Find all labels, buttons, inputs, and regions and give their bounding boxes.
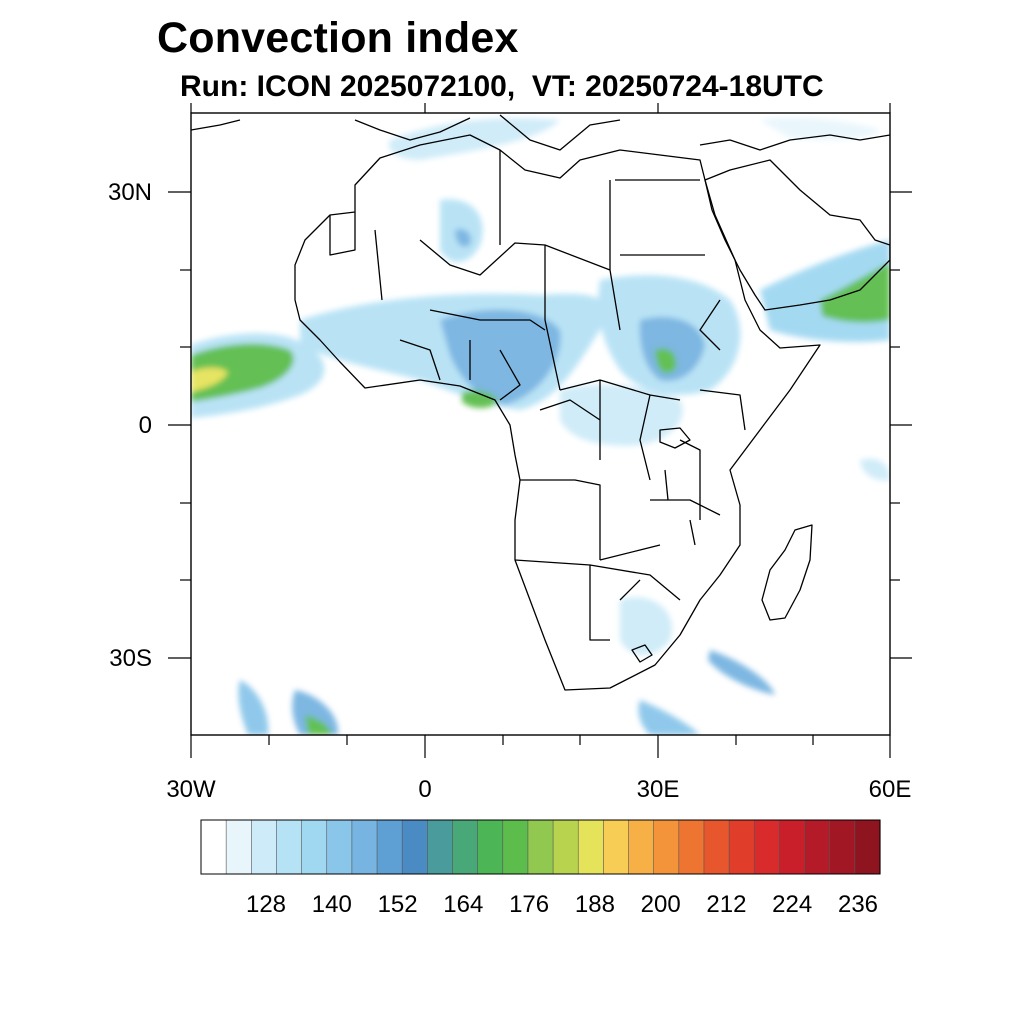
colorbar-swatch bbox=[577, 819, 604, 875]
lat-label-30s: 30S bbox=[109, 645, 152, 672]
colorbar-swatch bbox=[804, 819, 831, 875]
lesotho-border bbox=[631, 644, 653, 663]
colorbar-swatch bbox=[854, 819, 881, 875]
chart-title: Convection index bbox=[157, 14, 519, 62]
lon-label-0: 0 bbox=[418, 776, 431, 803]
colorbar-swatch bbox=[829, 819, 856, 875]
colorbar-label: 236 bbox=[838, 891, 878, 918]
colorbar-swatch bbox=[200, 819, 227, 875]
colorbar-swatch bbox=[251, 819, 278, 875]
chart-subtitle: Run: ICON 2025072100, VT: 20250724-18UTC bbox=[180, 70, 824, 103]
colorbar-swatch bbox=[779, 819, 806, 875]
map-frame bbox=[190, 112, 891, 736]
convection-field bbox=[191, 117, 890, 735]
colorbar-label: 128 bbox=[246, 891, 286, 918]
colorbar-swatch bbox=[452, 819, 479, 875]
colorbar-swatch bbox=[653, 819, 680, 875]
colorbar-swatch bbox=[753, 819, 781, 875]
colorbar-swatch bbox=[301, 819, 328, 875]
country-borders bbox=[329, 150, 746, 641]
convection-madagascar-east bbox=[860, 458, 890, 481]
colorbar-label: 152 bbox=[378, 891, 418, 918]
convection-congo bbox=[560, 384, 683, 446]
convection-balkans bbox=[760, 117, 880, 140]
colorbar-label: 224 bbox=[772, 891, 812, 918]
colorbar-swatch bbox=[603, 819, 630, 875]
convection-south-atlantic-a bbox=[238, 680, 269, 735]
europe-coastline bbox=[191, 114, 890, 151]
arabia-coastline bbox=[704, 159, 890, 311]
colorbar-label: 140 bbox=[312, 891, 352, 918]
convection-atlantic-peak bbox=[191, 367, 228, 392]
convection-atlantic-core bbox=[191, 343, 294, 402]
convection-south-ocean-a bbox=[708, 650, 775, 695]
lake-tanganyika bbox=[664, 469, 696, 546]
colorbar-swatch bbox=[477, 819, 504, 875]
colorbar-label: 176 bbox=[509, 891, 549, 918]
colorbar-swatch bbox=[427, 819, 454, 875]
convection-south-atlantic-b bbox=[292, 690, 339, 735]
colorbar-label: 164 bbox=[443, 891, 483, 918]
colorbar-swatch bbox=[326, 819, 353, 875]
lon-label-30e: 30E bbox=[637, 776, 680, 803]
lon-label-30w: 30W bbox=[166, 776, 216, 803]
colorbar-swatch bbox=[351, 819, 378, 875]
lake-victoria bbox=[659, 427, 691, 449]
lat-label-30n: 30N bbox=[108, 179, 152, 206]
colorbar-swatch bbox=[502, 819, 529, 875]
colorbar-swatch bbox=[552, 819, 579, 875]
colorbar-label: 188 bbox=[575, 891, 615, 918]
colorbar-label: 200 bbox=[641, 891, 681, 918]
convection-south-atlantic-c bbox=[305, 715, 332, 735]
convection-hoggar bbox=[455, 228, 471, 247]
colorbar bbox=[200, 819, 881, 875]
convection-nigeria bbox=[462, 390, 498, 408]
coastlines bbox=[191, 114, 890, 691]
colorbar-swatch bbox=[527, 819, 554, 875]
colorbar-swatch bbox=[401, 819, 428, 875]
colorbar-swatch bbox=[628, 819, 655, 875]
convection-west-africa bbox=[440, 309, 561, 405]
colorbar-border bbox=[200, 819, 881, 875]
convection-ethiopia bbox=[639, 317, 705, 381]
colorbar-swatch bbox=[728, 819, 755, 875]
colorbar-swatch bbox=[225, 819, 252, 875]
colorbar-swatch bbox=[276, 819, 303, 875]
madagascar-coastline bbox=[761, 524, 813, 621]
colorbar-swatch bbox=[703, 819, 730, 875]
africa-coastline bbox=[294, 134, 821, 691]
axis-ticks bbox=[168, 103, 912, 758]
colorbar-swatch bbox=[678, 819, 705, 875]
lat-label-0: 0 bbox=[139, 412, 152, 439]
convection-south-ocean-b bbox=[638, 700, 700, 735]
colorbar-labels: 128 140 152 164 176 188 200 212 224 236 bbox=[246, 891, 878, 918]
colorbar-swatch bbox=[376, 819, 403, 875]
lon-label-60e: 60E bbox=[869, 776, 912, 803]
colorbar-label: 212 bbox=[706, 891, 746, 918]
convection-ethiopia-core bbox=[655, 348, 677, 374]
convection-southern-africa bbox=[620, 597, 672, 655]
